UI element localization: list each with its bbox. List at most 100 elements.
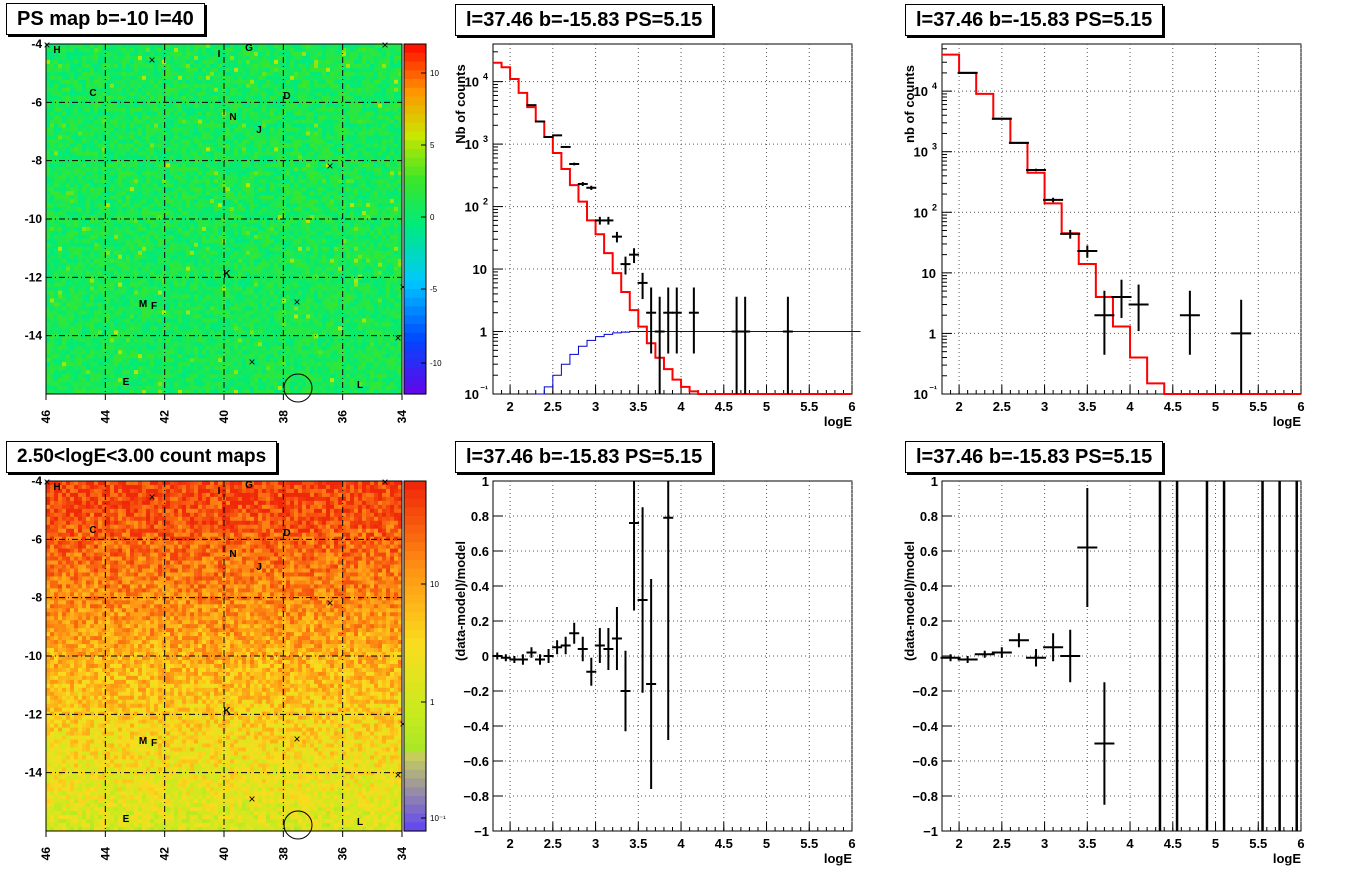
plot-frame	[941, 43, 1302, 395]
x-tick-label: 2	[506, 836, 513, 851]
y-tick-exponent: 4	[932, 81, 937, 91]
map-source-label: I	[218, 49, 221, 60]
colorbar-tick-label: 1	[430, 698, 435, 707]
map-roi-circle	[283, 373, 313, 403]
x-tick-label: 3	[1041, 836, 1048, 851]
y-tick-exponent: ⁻¹	[480, 384, 488, 394]
x-tick-label: 4.5	[1164, 836, 1182, 851]
map-source-label: L	[357, 817, 363, 828]
map-source-cross: ×	[43, 38, 50, 52]
map-source-cross: ×	[399, 280, 406, 294]
y-tick-label: 10	[465, 200, 479, 215]
map-source-label: F	[151, 301, 157, 312]
map-source-cross: ×	[293, 295, 300, 309]
y-tick-label: 10	[473, 262, 487, 277]
ratio-right-title: l=37.46 b=-15.83 PS=5.15	[905, 441, 1164, 473]
x-tick-label: 5	[763, 399, 770, 414]
x-tick-label: 4	[677, 836, 685, 851]
count-map: 46 44 42 40 38 36 34 -4 -6 -8 -10 -12 -14 H G I C D N J K M F E…	[25, 474, 446, 860]
y-tick-label: −0.4	[912, 719, 938, 734]
y-tick-label: 10	[914, 84, 928, 99]
map-x-tick-label: 36	[336, 410, 350, 424]
x-tick-label: 4.5	[715, 836, 733, 851]
y-tick-label: 10	[914, 205, 928, 220]
x-tick-label: 4	[1126, 399, 1134, 414]
y-tick-label: 0.4	[471, 579, 490, 594]
map-x-tick-label: 38	[276, 847, 290, 861]
x-tick-label: 4	[677, 399, 685, 414]
map-source-label: J	[256, 562, 262, 573]
colorbar-tick-label: -5	[430, 285, 438, 294]
x-tick-label: 5	[763, 836, 770, 851]
map-colorbar: 10 5 0 -5 -10	[403, 43, 442, 395]
map-y-tick-label: -12	[25, 270, 43, 284]
map-source-label: F	[151, 738, 157, 749]
map-source-cross: ×	[248, 792, 255, 806]
map-x-tick-label: 46	[39, 410, 53, 424]
map-source-cross: ×	[248, 355, 255, 369]
map-roi-circle	[283, 810, 313, 840]
map-frame	[45, 43, 403, 395]
map-source-cross: ×	[394, 331, 401, 345]
map-y-tick-label: -14	[25, 766, 43, 780]
plot-frame	[492, 43, 853, 395]
y-tick-label: −1	[923, 824, 938, 839]
x-tick-label: 5.5	[1249, 399, 1267, 414]
map-source-label: N	[229, 549, 236, 560]
map-colorbar: 10 1 10⁻¹	[403, 480, 446, 832]
map-source-cross: ×	[381, 475, 388, 489]
x-tick-label: 5	[1212, 836, 1219, 851]
map-x-tick-label: 42	[158, 410, 172, 424]
map-source-label: G	[245, 480, 253, 491]
y-tick-label: 0.2	[471, 614, 489, 629]
map-source-cross: ×	[394, 768, 401, 782]
y-tick-label: −0.8	[463, 789, 489, 804]
map-source-label: G	[245, 43, 253, 54]
y-tick-label: −0.2	[912, 684, 938, 699]
ps-map-title: PS map b=-10 l=40	[6, 3, 205, 35]
y-tick-label: 1	[929, 326, 936, 341]
colorbar-tick-label: 10	[430, 69, 439, 78]
map-x-tick-label: 34	[395, 410, 409, 424]
y-axis-label: Nb of counts	[453, 64, 468, 143]
ratio-left-title: l=37.46 b=-15.83 PS=5.15	[455, 441, 714, 473]
x-tick-label: 3	[1041, 399, 1048, 414]
map-y-tick-label: -4	[31, 37, 42, 51]
y-tick-label: 0.6	[920, 544, 938, 559]
colorbar-tick-label: 10⁻¹	[430, 814, 446, 823]
map-source-cross: ×	[326, 596, 333, 610]
x-tick-label: 2.5	[544, 836, 562, 851]
map-y-tick-label: -12	[25, 707, 43, 721]
y-tick-label: −0.4	[463, 719, 489, 734]
y-tick-label: 10	[465, 387, 479, 402]
x-tick-label: 2	[955, 836, 962, 851]
y-tick-exponent: 3	[483, 134, 488, 144]
map-source-cross: ×	[399, 717, 406, 731]
y-tick-label: 10	[465, 137, 479, 152]
map-source-label: K	[223, 706, 231, 717]
map-source-label: J	[256, 125, 262, 136]
y-tick-exponent: 3	[932, 142, 937, 152]
y-tick-label: −0.6	[463, 754, 489, 769]
y-tick-exponent: 2	[932, 202, 937, 212]
x-tick-label: 6	[1297, 836, 1304, 851]
map-source-cross: ×	[326, 159, 333, 173]
colorbar-tick-label: 5	[430, 141, 435, 150]
map-source-label: E	[123, 814, 130, 825]
y-tick-label: 0.4	[920, 579, 939, 594]
x-tick-label: 4	[1126, 836, 1134, 851]
map-x-tick-label: 34	[395, 847, 409, 861]
map-source-label: D	[283, 91, 290, 102]
map-source-cross: ×	[148, 53, 155, 67]
map-source-label: E	[123, 377, 130, 388]
x-tick-label: 6	[848, 836, 855, 851]
x-tick-label: 2	[955, 399, 962, 414]
ps-map: 46 44 42 40 38 36 34 -4 -6 -8 -10 -12 -14 H G I C D N J K M F E…	[25, 37, 442, 423]
y-tick-label: 10	[914, 145, 928, 160]
map-x-tick-label: 44	[98, 410, 112, 424]
x-tick-label: 5.5	[1249, 836, 1267, 851]
x-tick-label: 2.5	[993, 399, 1011, 414]
y-tick-label: 10	[465, 75, 479, 90]
